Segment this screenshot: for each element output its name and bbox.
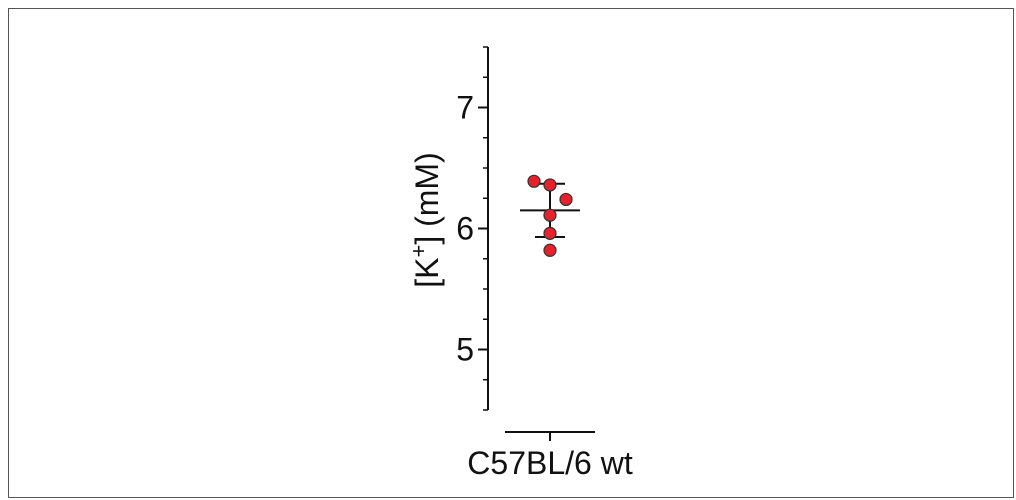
data-point — [543, 243, 557, 257]
data-point — [543, 208, 557, 222]
x-tick-label: C57BL/6 wt — [467, 445, 633, 481]
y-axis-title-prefix: [K — [409, 258, 445, 288]
y-tick-label: 5 — [456, 332, 474, 368]
data-point — [559, 192, 573, 207]
y-tick-label: 6 — [456, 211, 474, 247]
data-point — [527, 174, 541, 188]
data-marks — [520, 174, 580, 257]
y-axis-title-suffix: ] (mM) — [409, 152, 445, 244]
y-axis-title: [K+] (mM) — [406, 152, 445, 288]
data-point — [543, 226, 557, 240]
figure-frame — [8, 8, 1014, 498]
x-axis: C57BL/6 wt — [467, 431, 633, 481]
y-axis-title-superscript: + — [406, 245, 431, 258]
y-axis: 5 6 7 — [456, 46, 489, 411]
y-tick-label: 7 — [456, 90, 474, 126]
data-point — [543, 178, 557, 192]
